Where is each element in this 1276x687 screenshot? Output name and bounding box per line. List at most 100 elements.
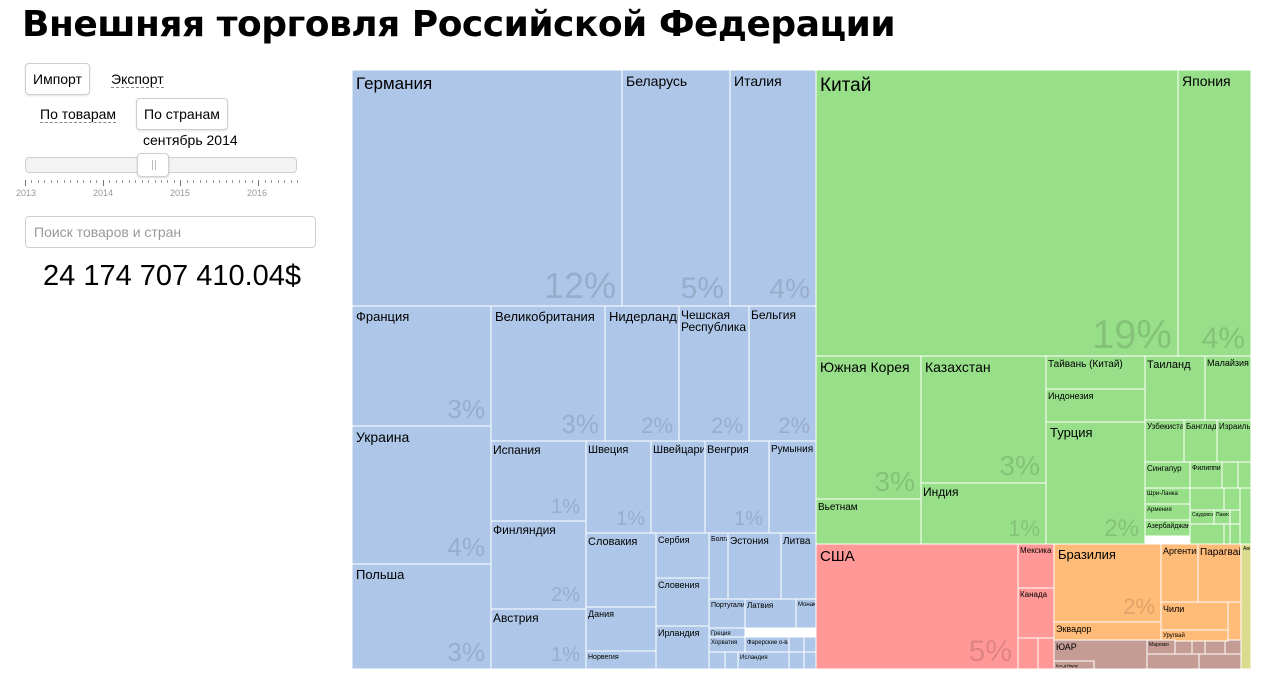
slider-tick [180, 180, 182, 186]
treemap-cell[interactable] [1240, 543, 1251, 669]
treemap-cell-minor[interactable] [788, 636, 817, 653]
treemap-cell[interactable] [1053, 660, 1095, 669]
treemap-cell[interactable] [1204, 355, 1251, 421]
slider-tick [70, 180, 72, 183]
treemap-cell-label: Чешская [681, 308, 730, 322]
treemap-cell-percent: 5% [969, 635, 1012, 668]
treemap-cell[interactable] [1160, 601, 1229, 631]
treemap-cell[interactable] [585, 650, 657, 669]
treemap-cell[interactable] [727, 532, 782, 600]
treemap-cell[interactable] [490, 305, 606, 442]
treemap-cell[interactable] [768, 440, 817, 534]
date-slider-handle[interactable] [136, 153, 169, 177]
treemap-cell-minor[interactable] [1017, 637, 1055, 669]
by-goods-button[interactable]: По товарам [32, 98, 125, 130]
treemap-cell[interactable] [1177, 70, 1251, 357]
treemap-cell[interactable] [585, 440, 652, 534]
treemap-cell-label: Канада [1020, 590, 1048, 599]
slider-tick [102, 180, 104, 186]
treemap-cell-label: Украина [356, 429, 410, 445]
search-input[interactable] [25, 216, 316, 248]
treemap-cell-percent: 3% [875, 466, 915, 497]
slider-tick [238, 180, 240, 183]
treemap-cell[interactable] [585, 532, 657, 608]
treemap-cell[interactable] [1045, 388, 1146, 423]
treemap-cell[interactable] [1144, 519, 1191, 537]
treemap-cell[interactable] [920, 482, 1047, 545]
treemap-cell[interactable] [352, 425, 492, 565]
treemap-cell[interactable] [708, 598, 746, 629]
treemap-cell-label: Аргентина [1163, 546, 1206, 556]
treemap-cell-label: Германия [356, 74, 432, 93]
treemap-cell[interactable] [655, 577, 710, 627]
treemap-cell[interactable] [748, 305, 817, 442]
treemap-cell[interactable] [1045, 355, 1146, 390]
treemap-cell[interactable] [815, 70, 1179, 357]
import-button[interactable]: Импорт [25, 63, 90, 95]
treemap-cell[interactable] [490, 440, 587, 522]
treemap-cell-minor[interactable] [1229, 523, 1241, 545]
export-button[interactable]: Экспорт [103, 63, 172, 95]
treemap-cell[interactable] [1216, 419, 1251, 463]
slider-tick [258, 180, 260, 186]
treemap-cell[interactable] [655, 532, 710, 579]
treemap-cell-label: Монако [798, 602, 820, 608]
treemap-cell-percent: 1% [551, 496, 580, 518]
treemap-cell[interactable] [490, 520, 587, 610]
treemap-cell-minor[interactable] [1174, 639, 1206, 655]
treemap-cell[interactable] [585, 606, 657, 652]
treemap-cell-label: Испания [493, 443, 541, 457]
treemap-cell-minor[interactable] [1227, 601, 1242, 645]
treemap-cell[interactable] [1160, 543, 1199, 603]
slider-tick [37, 180, 39, 183]
treemap-cell[interactable] [815, 543, 1019, 669]
treemap-cell[interactable] [737, 651, 790, 669]
treemap-cell[interactable] [1053, 543, 1162, 623]
treemap-cell[interactable] [678, 305, 750, 442]
treemap-cell-label: Чили [1163, 604, 1184, 614]
treemap-cell-minor[interactable] [1221, 461, 1251, 489]
treemap-cell[interactable] [815, 498, 922, 545]
treemap-cell-minor[interactable] [1146, 653, 1242, 669]
treemap-cell[interactable] [1197, 543, 1242, 603]
selected-month-label: сентябрь 2014 [143, 132, 238, 148]
treemap-cell-percent: 1% [551, 644, 580, 666]
treemap-cell[interactable] [780, 532, 817, 600]
treemap-cell-minor[interactable] [708, 651, 739, 669]
treemap-cell[interactable] [729, 70, 817, 307]
treemap-cell[interactable] [621, 70, 731, 307]
treemap-cell[interactable] [650, 440, 706, 534]
page-title: Внешняя торговля Российской Федерации [22, 4, 896, 45]
by-countries-button[interactable]: По странам [136, 98, 228, 130]
treemap-cell[interactable] [1189, 461, 1223, 489]
treemap-cell[interactable] [1213, 509, 1231, 525]
treemap-cell-label: Таиланд [1147, 359, 1191, 371]
treemap-cell-label: Парагвай [1200, 547, 1244, 558]
slider-tick [141, 180, 143, 183]
treemap-cell-label: Шри-Ланка [1147, 491, 1179, 497]
treemap-cell[interactable] [1160, 629, 1229, 642]
treemap-cell-label: Китай [820, 75, 871, 96]
treemap-cell-label: Австрия [493, 611, 539, 625]
treemap-cell-minor[interactable] [1239, 487, 1251, 545]
slider-tick [57, 180, 59, 183]
treemap-cell[interactable] [352, 70, 623, 307]
treemap-cell[interactable] [1017, 543, 1055, 589]
treemap-cell[interactable] [490, 608, 587, 669]
treemap-cell-label: Сингапур [1147, 464, 1182, 473]
slider-tick [50, 180, 52, 183]
treemap-cell-percent: 1% [1008, 516, 1040, 541]
treemap-cell[interactable] [352, 563, 492, 669]
treemap-cell-minor[interactable] [1204, 639, 1242, 655]
treemap-cell-minor[interactable] [788, 651, 817, 669]
treemap-cell[interactable] [744, 598, 797, 629]
import-label: Импорт [33, 71, 82, 87]
treemap-cell[interactable] [352, 305, 492, 427]
treemap-cell[interactable] [1045, 421, 1146, 545]
treemap-cell[interactable] [1146, 639, 1176, 655]
treemap-cell[interactable] [1144, 419, 1185, 463]
treemap-cell-label: США [820, 548, 855, 565]
treemap-cell-percent: 12% [544, 265, 616, 306]
treemap-cell[interactable] [604, 305, 680, 442]
treemap-cell[interactable] [1144, 355, 1206, 421]
